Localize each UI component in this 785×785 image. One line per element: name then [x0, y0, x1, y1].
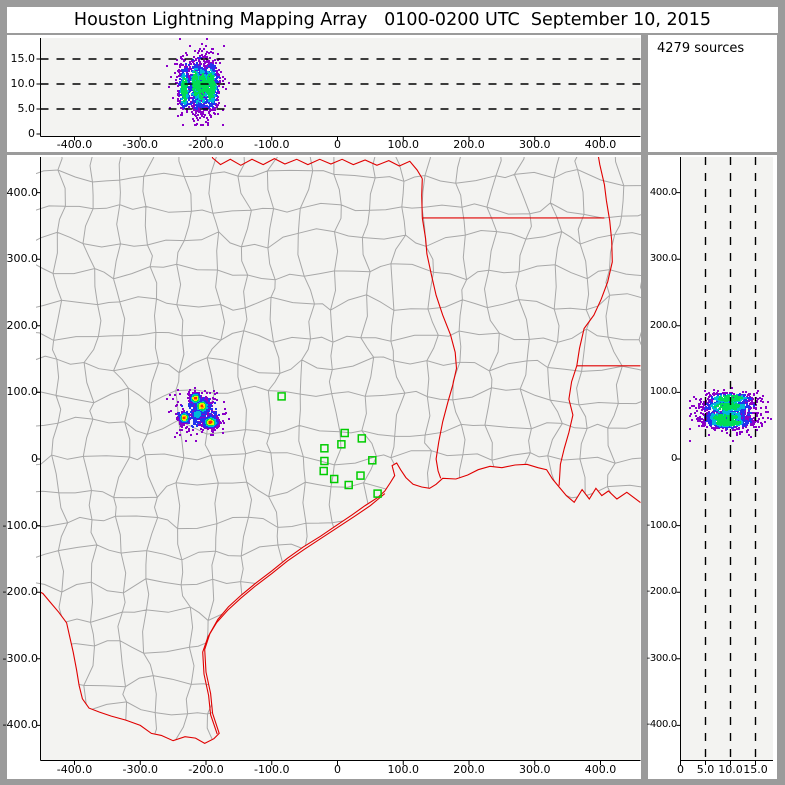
page-title: Houston Lightning Mapping Array 0100-020…: [73, 10, 712, 30]
border-mississippi-river: [558, 157, 613, 486]
tick-label: 300.0: [519, 138, 551, 151]
lightning-sources-plan: [166, 387, 230, 442]
station-marker: [319, 466, 328, 476]
station-marker: [357, 434, 367, 443]
station-marker: [373, 489, 382, 498]
tick-label: 0: [334, 763, 341, 776]
tick-label: 15.0: [10, 52, 36, 65]
ns-altitude-axes: [676, 157, 773, 765]
border-texas-arkansas: [421, 178, 423, 218]
tick-label: 400.0: [649, 186, 677, 198]
station-marker: [356, 471, 365, 480]
tick-label: 0: [670, 453, 677, 464]
tick-label: 100.0: [387, 763, 420, 776]
tick-label: -200.0: [2, 585, 38, 599]
tick-label: -200.0: [188, 138, 224, 151]
border-coast-and-rio-grande: [40, 462, 641, 745]
tick-label: 5.0: [696, 763, 715, 776]
tick-label: 15.0: [743, 763, 768, 776]
tick-label: -100.0: [254, 138, 290, 151]
tick-label: 100.0: [387, 138, 420, 151]
tick-label: 400.0: [584, 763, 617, 776]
tick-label: 0: [31, 452, 38, 465]
tick-label: 0: [334, 138, 341, 151]
tick-label: 0: [28, 127, 35, 140]
tick-label: -200.0: [188, 763, 224, 776]
border-sabine-river: [421, 217, 458, 479]
lightning-sources-ns: [689, 387, 772, 442]
tick-label: -100.0: [254, 763, 290, 776]
station-marker: [329, 474, 339, 484]
tick-label: -300.0: [122, 138, 158, 151]
station-marker: [337, 440, 346, 449]
title-bar: Houston Lightning Mapping Array 0100-020…: [7, 7, 778, 33]
tick-label: 100.0: [6, 385, 39, 399]
tick-label: 200.0: [453, 138, 485, 151]
tick-label: -400.0: [646, 719, 678, 731]
tick-label: -400.0: [56, 138, 93, 151]
tick-label: 300.0: [519, 763, 551, 776]
ew-altitude-plot: [36, 38, 641, 141]
station-marker: [368, 456, 377, 465]
station-marker: [277, 392, 286, 401]
tick-label: 0: [677, 763, 684, 776]
tick-label: 10.0: [718, 763, 743, 776]
station-marker: [340, 428, 349, 438]
tick-label: -400.0: [56, 763, 93, 776]
tick-label: 5.0: [17, 102, 36, 115]
border-red-river: [211, 157, 423, 179]
tick-label: 100.0: [649, 386, 677, 398]
ns-altitude-plot: [676, 157, 773, 765]
tick-label: 200.0: [453, 763, 485, 776]
tick-label: 10.0: [10, 77, 36, 90]
tick-label: -100.0: [646, 519, 678, 531]
sources-count-panel: 4279 sources: [648, 35, 777, 152]
ew-altitude-axes: [36, 38, 641, 141]
tick-label: 300.0: [649, 253, 677, 265]
plan-view-axes: [36, 157, 641, 765]
tick-label: 400.0: [584, 138, 617, 151]
tick-label: 400.0: [6, 185, 39, 199]
station-marker: [344, 480, 353, 490]
lightning-sources-ew: [166, 38, 230, 126]
station-marker: [320, 444, 329, 453]
lma-stations: [277, 392, 382, 498]
sources-count-label: 4279 sources: [657, 41, 745, 56]
tick-label: 200.0: [6, 318, 39, 332]
tick-label: 200.0: [649, 319, 677, 331]
tick-label: 300.0: [6, 252, 39, 266]
tick-label: -300.0: [646, 652, 678, 664]
tick-label: -300.0: [2, 651, 38, 665]
station-marker: [320, 456, 329, 466]
tick-label: -300.0: [122, 763, 158, 776]
state-borders: [40, 157, 641, 745]
plan-view-map-plot: [36, 157, 641, 765]
tick-label: -200.0: [646, 586, 678, 598]
tick-label: -100.0: [2, 518, 38, 532]
border-barrier-islands: [202, 493, 386, 735]
tick-label: -400.0: [2, 718, 38, 732]
